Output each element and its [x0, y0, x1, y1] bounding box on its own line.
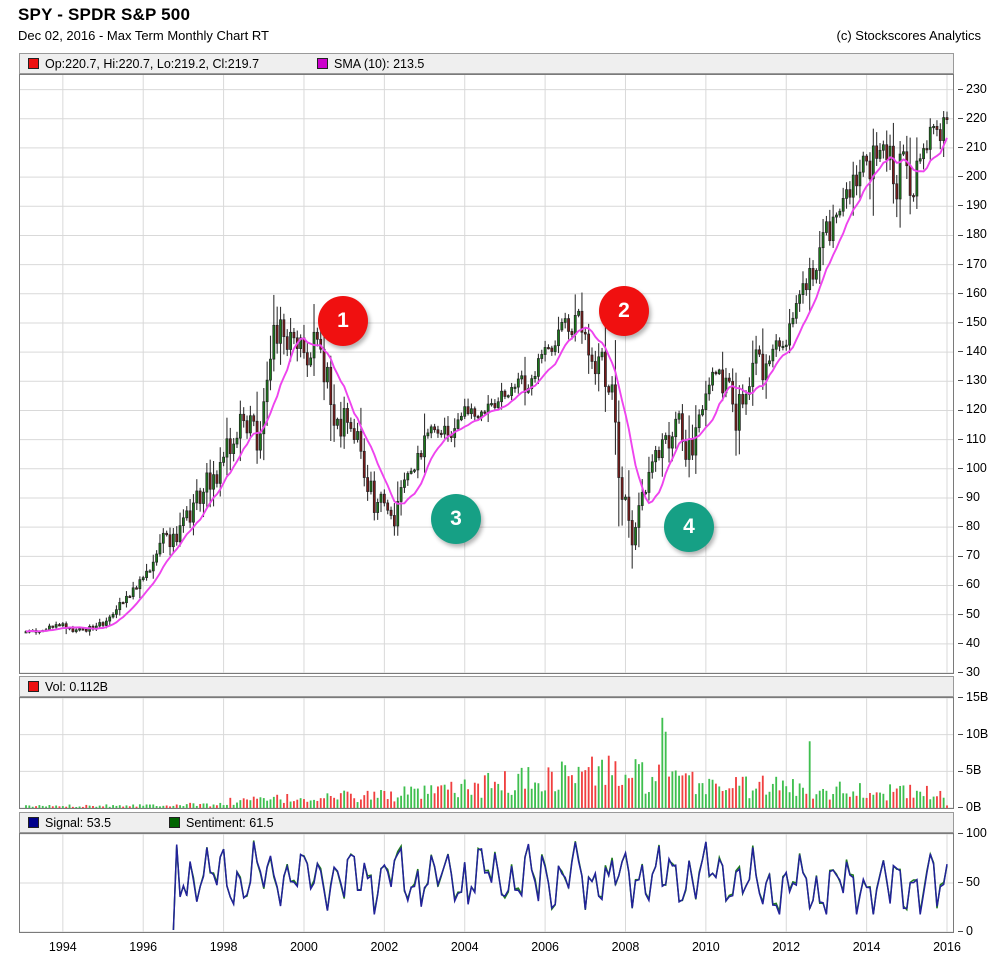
price-tick-180: 180 [958, 227, 987, 241]
year-tick-2002: 2002 [370, 940, 399, 954]
signal-tick-50: 50 [958, 875, 980, 889]
volume-plot [20, 698, 953, 808]
price-tick-160: 160 [958, 286, 987, 300]
annotation-marker-1[interactable]: 1 [318, 296, 368, 346]
time-x-axis: 1994 1996 1998 2000 2002 2004 2006 2008 2010 2012… [0, 936, 991, 957]
price-tick-200: 200 [958, 169, 987, 183]
volume-legend-bar: Vol: 0.112B [19, 676, 954, 697]
annotation-marker-4[interactable]: 4 [664, 502, 714, 552]
year-tick-2008: 2008 [611, 940, 640, 954]
volume-legend: Vol: 0.112B [28, 680, 108, 694]
price-tick-60: 60 [958, 577, 980, 591]
price-tick-220: 220 [958, 111, 987, 125]
sentiment-legend: Sentiment: 61.5 [169, 816, 274, 830]
sentiment-color-swatch [169, 817, 181, 828]
ohlc-legend-label: Op:220.7, Hi:220.7, Lo:219.2, Cl:219.7 [45, 56, 260, 71]
signal-color-swatch [28, 817, 39, 828]
signal-chart-panel[interactable] [19, 833, 954, 933]
price-chart-panel[interactable] [19, 74, 954, 674]
volume-legend-label: Vol: 0.112B [45, 679, 109, 694]
signal-y-axis: 0 50 100 [958, 826, 991, 938]
year-tick-2004: 2004 [450, 940, 479, 954]
ohlc-color-swatch [28, 58, 39, 69]
price-tick-110: 110 [958, 432, 986, 446]
volume-y-axis: 0B 5B 10B 15B [958, 690, 991, 814]
price-tick-120: 120 [958, 402, 987, 416]
year-tick-1996: 1996 [129, 940, 158, 954]
sma-color-swatch [317, 58, 329, 69]
annotation-marker-3[interactable]: 3 [431, 494, 481, 544]
price-tick-150: 150 [958, 315, 987, 329]
signal-legend: Signal: 53.5 [28, 816, 111, 830]
copyright-notice: (c) Stockscores Analytics [836, 28, 982, 43]
price-tick-50: 50 [958, 607, 980, 621]
price-tick-210: 210 [958, 140, 987, 154]
year-tick-2014: 2014 [852, 940, 881, 954]
price-ohlc-legend: Op:220.7, Hi:220.7, Lo:219.2, Cl:219.7 [28, 57, 259, 71]
year-tick-2000: 2000 [290, 940, 318, 954]
price-tick-170: 170 [958, 257, 987, 271]
year-tick-2006: 2006 [531, 940, 559, 954]
price-tick-30: 30 [958, 665, 980, 679]
signal-legend-label: Signal: 53.5 [45, 815, 112, 830]
year-tick-2012: 2012 [772, 940, 801, 954]
year-tick-2010: 2010 [691, 940, 720, 954]
price-tick-230: 230 [958, 82, 987, 96]
price-tick-90: 90 [958, 490, 980, 504]
volume-color-swatch [28, 681, 39, 692]
signal-tick-100: 100 [958, 826, 987, 840]
sentiment-legend-label: Sentiment: 61.5 [186, 815, 274, 830]
price-plot [20, 75, 953, 673]
signal-legend-bar: Signal: 53.5 Sentiment: 61.5 [19, 812, 954, 833]
sma-legend: SMA (10): 213.5 [317, 57, 424, 71]
price-tick-70: 70 [958, 548, 980, 562]
price-tick-140: 140 [958, 344, 987, 358]
signal-tick-0: 0 [958, 924, 973, 938]
annotation-marker-2[interactable]: 2 [599, 286, 649, 336]
volume-chart-panel[interactable] [19, 697, 954, 809]
volume-tick-15B: 15B [958, 690, 988, 704]
sma-legend-label: SMA (10): 213.5 [334, 56, 425, 71]
year-tick-1998: 1998 [209, 940, 238, 954]
price-tick-130: 130 [958, 373, 987, 387]
price-y-axis: 30 40 50 60 70 80 90 100 110 120 130 140 150 160 170 18… [958, 74, 991, 679]
year-tick-1994: 1994 [48, 940, 77, 954]
price-legend-bar: Op:220.7, Hi:220.7, Lo:219.2, Cl:219.7 S… [19, 53, 954, 74]
volume-tick-0B: 0B [958, 800, 981, 814]
volume-tick-10B: 10B [958, 727, 988, 741]
volume-tick-5B: 5B [958, 763, 981, 777]
price-tick-100: 100 [958, 461, 987, 475]
chart-subtitle: Dec 02, 2016 - Max Term Monthly Chart RT [18, 28, 269, 43]
price-tick-40: 40 [958, 636, 980, 650]
signal-plot [20, 834, 953, 932]
price-tick-80: 80 [958, 519, 980, 533]
year-tick-2016: 2016 [933, 940, 961, 954]
page-title: SPY - SPDR S&P 500 [18, 5, 191, 24]
price-tick-190: 190 [958, 198, 987, 212]
